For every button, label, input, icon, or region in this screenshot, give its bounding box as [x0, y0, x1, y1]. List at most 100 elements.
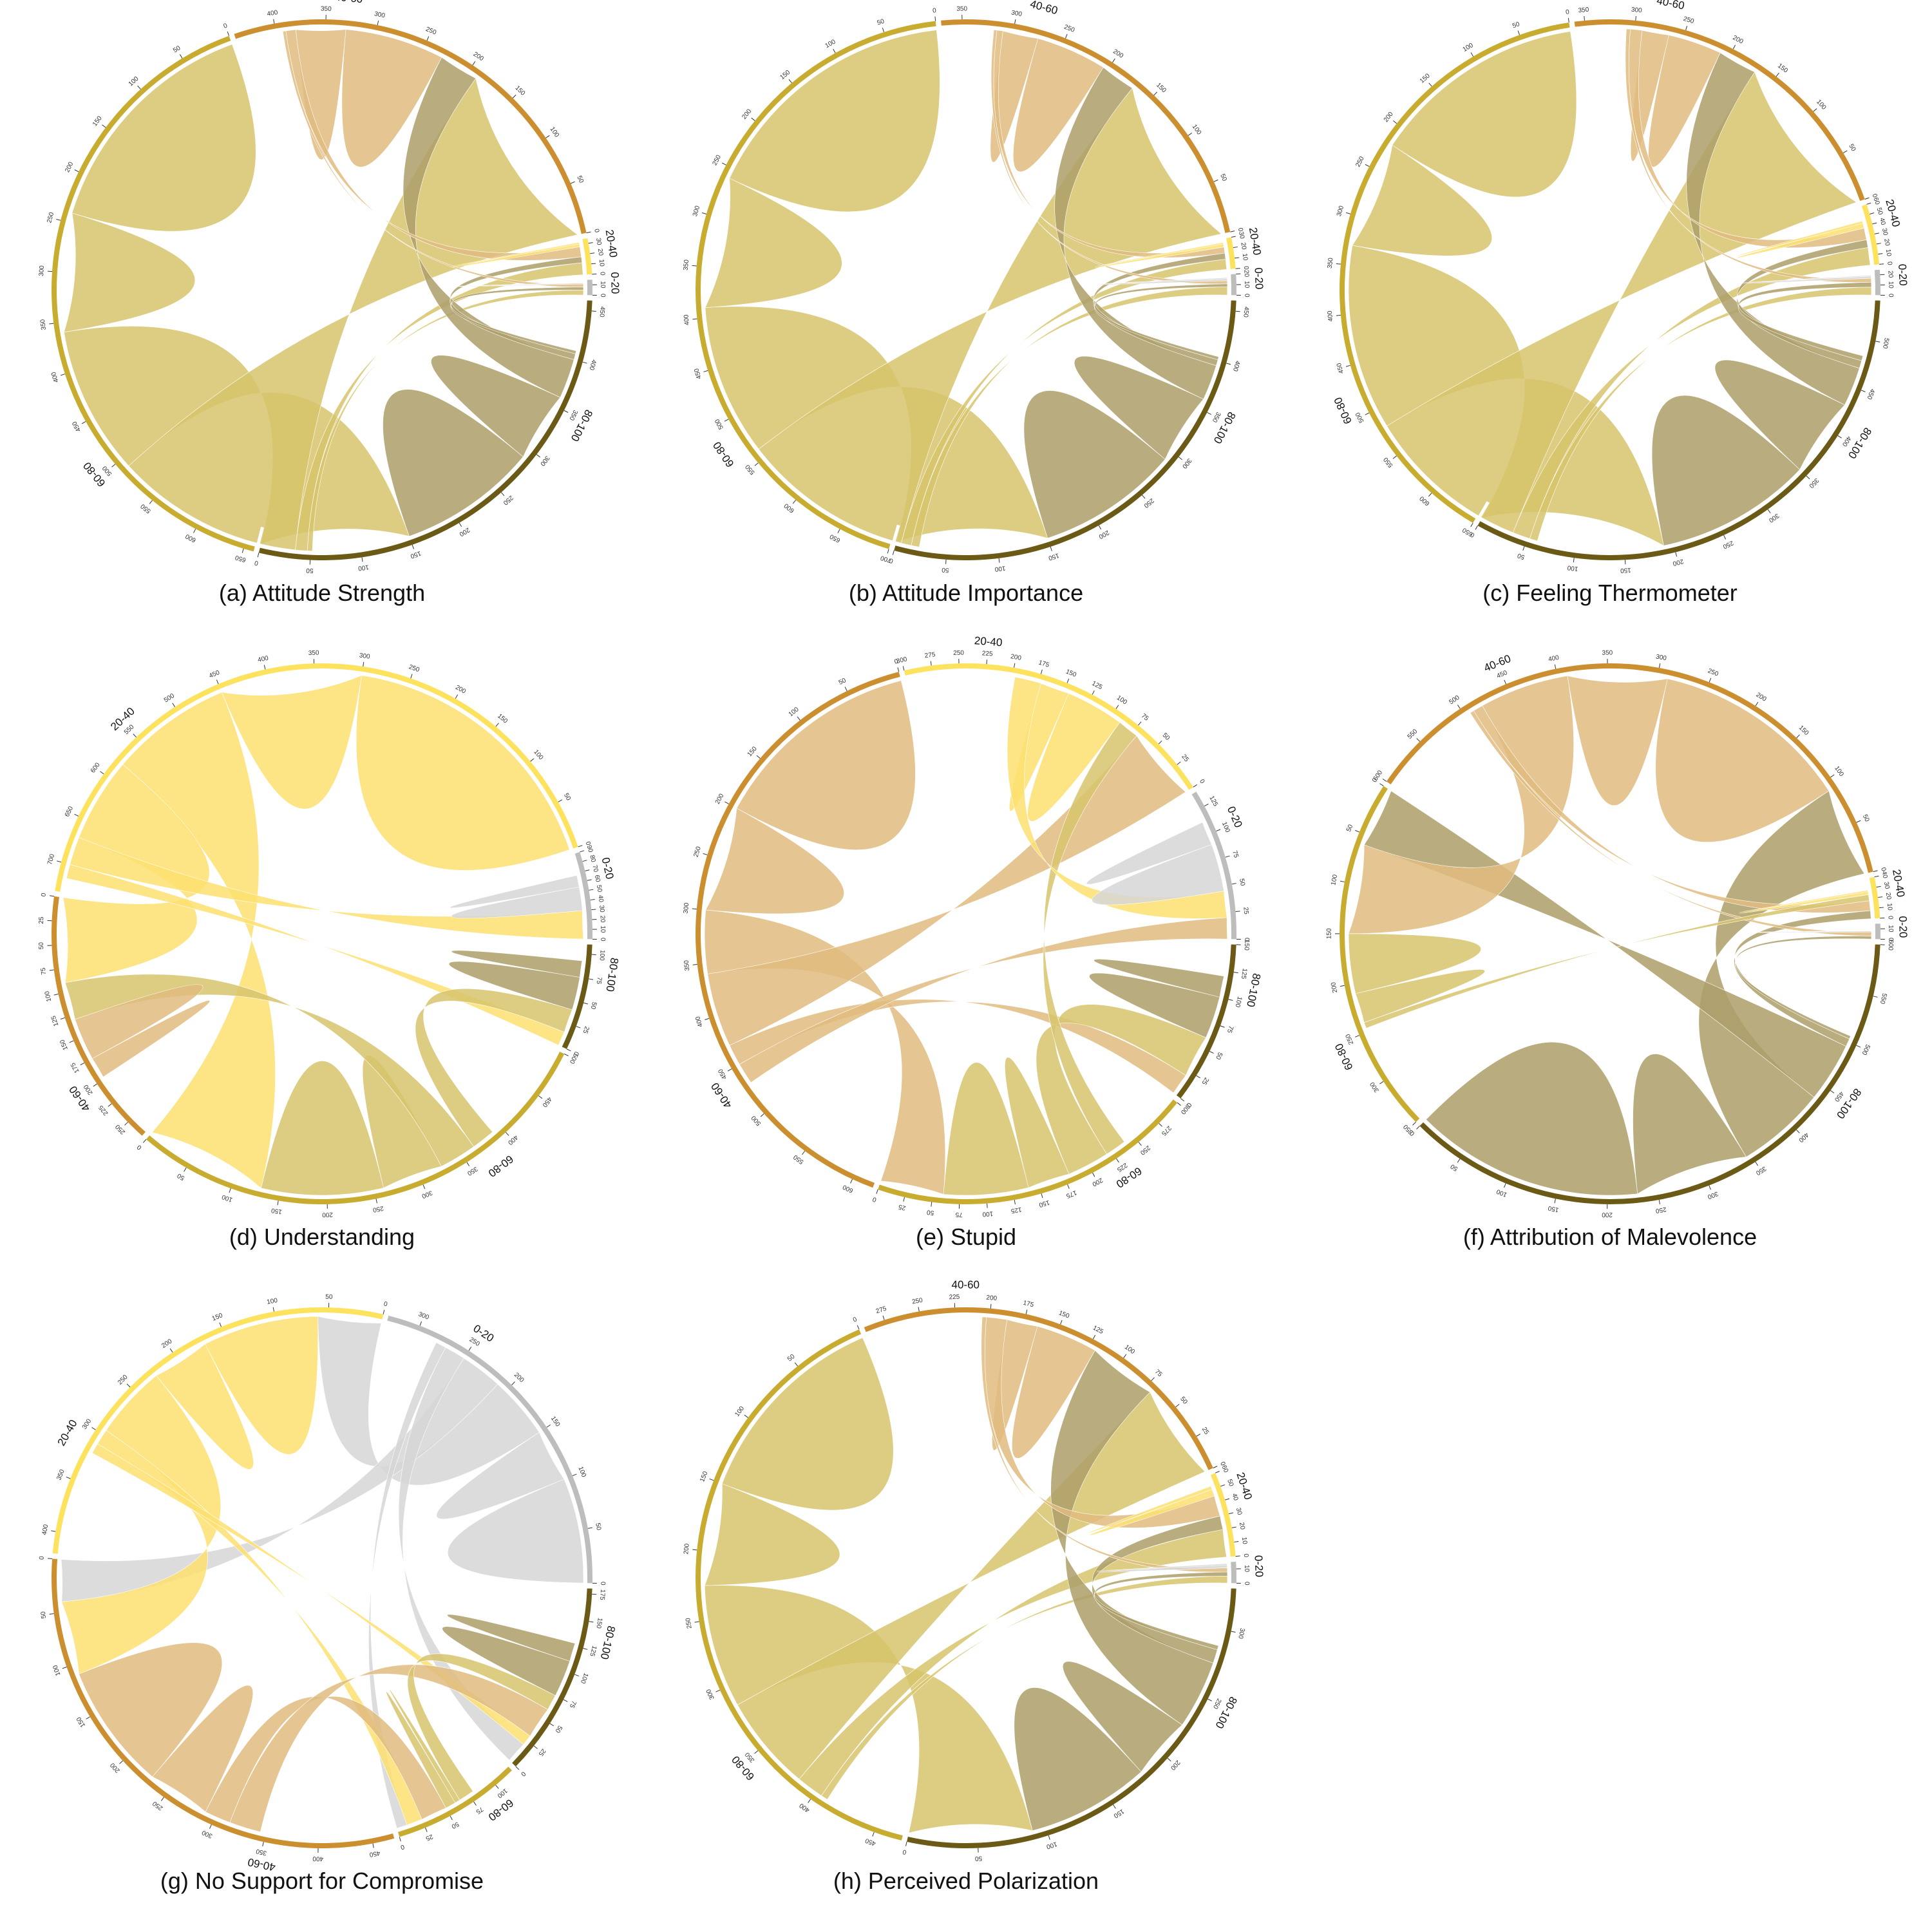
group-separator [388, 1812, 399, 1841]
tick-label: 10 [598, 259, 605, 267]
axis-tick [905, 1841, 907, 1846]
axis-tick [49, 969, 54, 971]
tick-label: 0 [599, 1582, 606, 1586]
tick-label: 50 [595, 884, 603, 893]
tick-label: 25 [424, 1833, 434, 1842]
tick-label: 450 [1336, 362, 1345, 375]
tick-label: 50 [1226, 1479, 1235, 1488]
tick-label: 500 [1860, 1043, 1871, 1056]
axis-tick [1365, 412, 1370, 415]
tick-label: 100 [598, 950, 605, 961]
tick-label: 100 [734, 1405, 746, 1418]
tick-label: 125 [1092, 1325, 1104, 1336]
tick-label: 40 [596, 895, 604, 903]
axis-tick [566, 1048, 571, 1052]
axis-tick [1235, 911, 1240, 912]
axis-tick [563, 1699, 568, 1702]
tick-label: 50 [553, 1724, 563, 1734]
group-label-0-20: 0-20 [1896, 263, 1909, 286]
tick-label: 300 [1655, 654, 1667, 663]
axis-tick [495, 723, 499, 727]
group-arc-80-100 [562, 944, 592, 1049]
chord-ribbon-20-40-to-20-40 [1094, 242, 1224, 268]
group-arcs: 01020304050607080900-2005010015020025030… [38, 650, 621, 1218]
tick-label: 300 [38, 265, 46, 276]
group-separator [1381, 781, 1408, 800]
group-separator [858, 1325, 873, 1353]
tick-label: 10 [1240, 1537, 1248, 1545]
axis-tick [591, 263, 596, 265]
tick-label: 0 [41, 893, 48, 897]
tick-label: 50 [1218, 173, 1228, 182]
axis-tick [1830, 1090, 1835, 1094]
group-label-40-60: 40-60 [334, 0, 363, 5]
axis-tick [1873, 870, 1878, 872]
axis-tick [455, 694, 459, 699]
axis-tick [987, 1203, 988, 1208]
group-separator [494, 1749, 517, 1772]
axis-tick [1204, 803, 1209, 807]
axis-tick [1796, 734, 1800, 739]
axis-tick [426, 36, 430, 41]
tick-label: 125 [1240, 968, 1248, 980]
group-arc-0-20 [1874, 269, 1880, 296]
group-separator [1854, 919, 1883, 924]
chord-ribbon-0-20-to-0-20 [436, 1432, 584, 1584]
axis-tick [1336, 314, 1341, 316]
tick-label: 300 [417, 1311, 430, 1321]
chord-ribbon-20-40-to-20-40 [156, 1316, 319, 1470]
tick-label: 20 [1238, 1522, 1246, 1530]
tick-label: 450 [864, 1837, 877, 1847]
axis-tick [1060, 1320, 1063, 1325]
axis-tick [1573, 558, 1575, 563]
group-separator [566, 275, 595, 280]
tick-label: 100 [579, 1672, 589, 1685]
tick-label: 50 [172, 44, 182, 54]
axis-tick [744, 1414, 748, 1418]
group-label-60-80: 60-80 [711, 439, 737, 469]
tick-label: 50 [942, 566, 949, 574]
group-arc-0-20 [587, 279, 592, 296]
tick-label: 100 [1233, 996, 1243, 1008]
axis-tick [1870, 213, 1875, 214]
tick-label: 0 [894, 658, 900, 666]
tick-label: 0 [852, 1316, 858, 1323]
tick-label: 0 [572, 1050, 580, 1057]
axis-tick [580, 850, 585, 853]
tick-label: 350 [321, 6, 332, 13]
axis-tick [572, 1473, 577, 1477]
axis-tick [1365, 164, 1370, 167]
tick-label: 60 [593, 875, 601, 884]
axis-tick [536, 454, 541, 458]
axis-tick [1776, 72, 1779, 77]
group-label-20-40: 20-40 [55, 1417, 80, 1448]
group-arc-80-100 [1477, 300, 1880, 561]
axis-tick [1092, 1334, 1096, 1340]
axis-tick [56, 218, 61, 221]
tick-label: 300 [359, 652, 371, 660]
chord-diagram: 010 0-20010203040506020-40025507510012515… [683, 1278, 1265, 1862]
chord-panel-attitude-strength: 0 10 0-20 0 10 20 30 20-40 0 50 100 150 200 250 300 350… [0, 0, 644, 644]
axis-tick [692, 1549, 697, 1551]
axis-tick [1025, 1309, 1028, 1314]
tick-label: 400 [683, 314, 691, 325]
group-separator [1472, 501, 1490, 527]
tick-label: 100 [576, 1466, 587, 1479]
tick-label: 250 [1354, 155, 1366, 168]
group-separator [1189, 1468, 1218, 1482]
axis-tick [1138, 1142, 1142, 1146]
tick-label: 300 [683, 902, 691, 914]
tick-label: 50 [786, 1353, 797, 1363]
axis-tick [1159, 1123, 1162, 1127]
tick-label: 50 [1449, 1162, 1459, 1173]
axis-tick [1123, 1354, 1127, 1358]
tick-label: 150 [496, 712, 509, 724]
tick-label: 400 [587, 359, 597, 371]
tick-label: 100 [994, 564, 1006, 573]
axis-tick [1584, 15, 1585, 21]
tick-label: 450 [1496, 669, 1509, 680]
axis-tick [1116, 1158, 1119, 1163]
tick-label: 400 [257, 655, 269, 664]
tick-label: 200 [714, 792, 726, 805]
tick-label: 50 [589, 1001, 598, 1010]
